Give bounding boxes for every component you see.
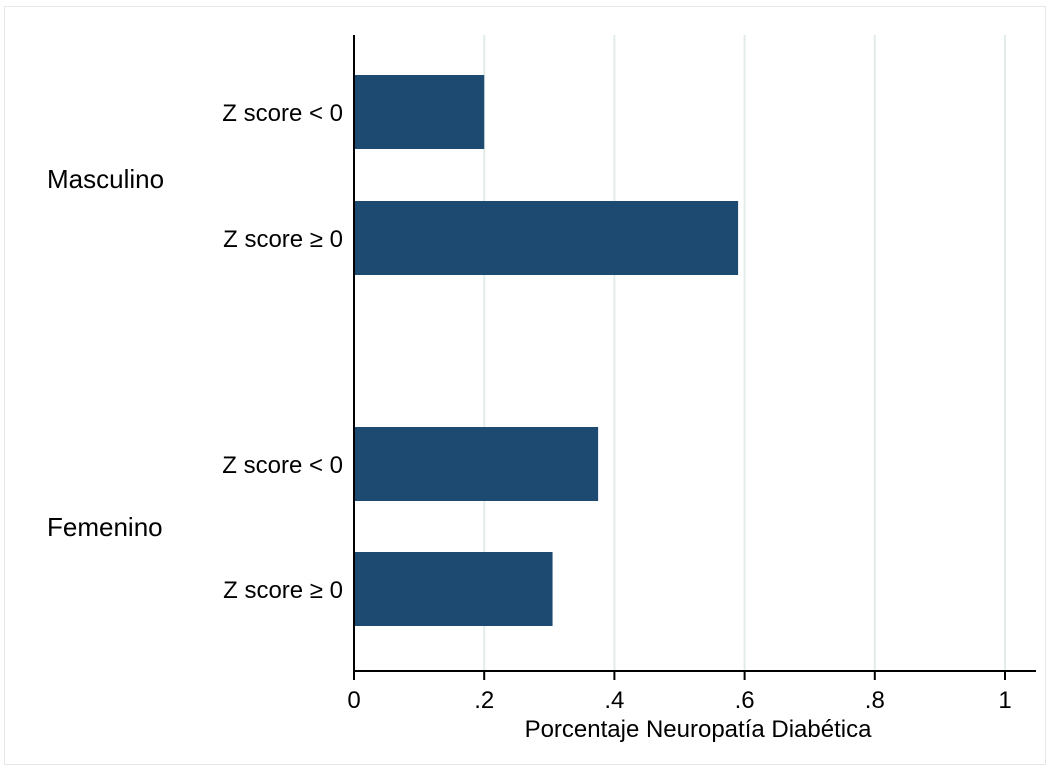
chart-frame: 0 .2 .4 .6 .8 1 Z score < 0 Z score ≥ 0 Masculi… (4, 6, 1046, 765)
category-label-femenino-1: Z score ≥ 0 (223, 577, 343, 604)
x-tick-label-5: 1 (998, 687, 1011, 714)
bar-femenino-0 (355, 427, 599, 501)
x-tick-label-2: .4 (604, 687, 624, 714)
bars (355, 75, 739, 626)
x-tick-label-3: .6 (735, 687, 755, 714)
axes (353, 35, 1036, 672)
x-axis-title: Porcentaje Neuropatía Diabética (525, 716, 873, 743)
bar-chart: 0 .2 .4 .6 .8 1 Z score < 0 Z score ≥ 0 Masculi… (47, 35, 1036, 743)
category-label-masculino-1: Z score ≥ 0 (223, 226, 343, 253)
bar-femenino-1 (355, 552, 553, 626)
group-label-masculino: Masculino (47, 164, 164, 194)
category-label-femenino-0: Z score < 0 (222, 452, 343, 479)
category-label-masculino-0: Z score < 0 (222, 100, 343, 127)
category-labels: Z score < 0 Z score ≥ 0 Masculino Z score <… (47, 100, 343, 604)
x-tick-label-4: .8 (865, 687, 885, 714)
x-tick-label-0: 0 (347, 687, 360, 714)
x-axis-ticks: 0 .2 .4 .6 .8 1 (347, 671, 1012, 714)
group-label-femenino: Femenino (47, 512, 163, 542)
bar-masculino-0 (355, 75, 485, 149)
gridlines (483, 35, 1006, 671)
x-tick-label-1: .2 (474, 687, 494, 714)
bar-masculino-1 (355, 201, 739, 275)
